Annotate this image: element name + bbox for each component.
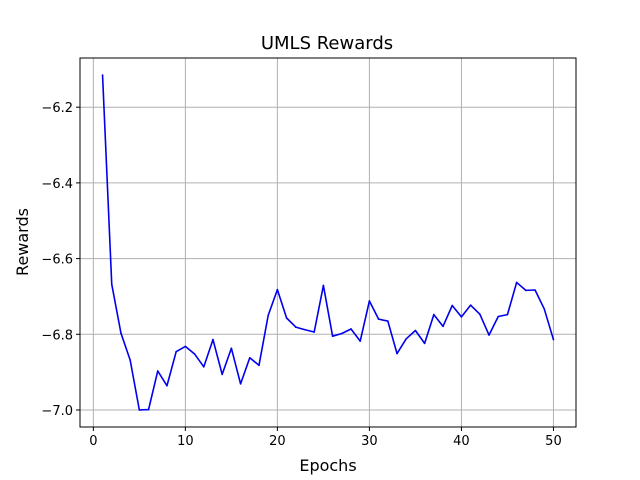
- x-axis-title: Epochs: [299, 456, 356, 475]
- data-point: [138, 409, 141, 411]
- data-point: [460, 316, 463, 318]
- data-point: [248, 356, 251, 359]
- y-tick-label: −6.2: [41, 101, 73, 116]
- data-point: [377, 318, 380, 320]
- data-point: [497, 315, 500, 318]
- y-tick-label: −7.0: [41, 404, 73, 419]
- data-point: [331, 335, 334, 337]
- data-point: [543, 308, 546, 310]
- data-point: [387, 320, 389, 322]
- data-point: [552, 338, 555, 341]
- data-point: [469, 304, 472, 306]
- data-point: [433, 313, 435, 316]
- data-point: [276, 288, 279, 291]
- data-point: [341, 332, 343, 335]
- data-point: [396, 352, 398, 355]
- data-point: [221, 373, 223, 376]
- data-point: [230, 347, 233, 350]
- data-point: [313, 331, 315, 333]
- rewards-series-line: [101, 74, 555, 411]
- y-tick-label: −6.6: [41, 253, 73, 268]
- data-point: [193, 353, 196, 355]
- data-point: [166, 384, 168, 387]
- x-tick-label: 0: [89, 434, 97, 449]
- data-point: [285, 317, 288, 319]
- data-point: [442, 325, 444, 328]
- x-tick-label: 20: [269, 434, 286, 449]
- data-point: [350, 328, 352, 330]
- data-point: [322, 284, 325, 287]
- data-point: [120, 332, 122, 334]
- y-axis-title: Rewards: [13, 208, 32, 276]
- data-point: [488, 334, 490, 336]
- axis-ticks: 0 10 20 30 40 50 −7.0 −6.8 −6.6 −6.4 −6.2: [41, 101, 561, 449]
- data-point: [110, 283, 113, 286]
- data-point: [525, 289, 527, 292]
- x-tick-label: 50: [545, 434, 562, 449]
- x-tick-label: 30: [361, 434, 378, 449]
- data-point: [405, 338, 408, 340]
- data-point: [515, 281, 518, 284]
- data-point: [147, 408, 150, 411]
- data-point: [212, 338, 214, 341]
- data-point: [304, 328, 306, 331]
- data-point: [479, 313, 481, 316]
- plot-area-frame: [79, 57, 577, 428]
- data-point: [451, 304, 454, 307]
- x-tick-label: 40: [453, 434, 470, 449]
- y-tick-label: −6.8: [41, 328, 73, 343]
- data-point: [258, 364, 260, 367]
- data-point: [294, 326, 297, 328]
- data-point: [175, 350, 177, 353]
- data-point: [239, 383, 242, 385]
- y-tick-label: −6.4: [41, 177, 73, 192]
- data-point: [414, 329, 417, 332]
- data-point: [267, 314, 269, 317]
- series-layer: [101, 74, 555, 411]
- data-point: [101, 74, 104, 76]
- data-point: [534, 289, 536, 291]
- data-point: [359, 340, 362, 342]
- data-point: [368, 300, 371, 302]
- x-tick-label: 10: [177, 434, 194, 449]
- data-point: [423, 342, 426, 345]
- data-point: [156, 370, 159, 372]
- chart-title: UMLS Rewards: [261, 33, 393, 54]
- data-point: [184, 345, 187, 348]
- data-point: [129, 359, 131, 361]
- data-point: [202, 366, 205, 368]
- grid: [80, 58, 576, 427]
- data-point: [506, 313, 509, 316]
